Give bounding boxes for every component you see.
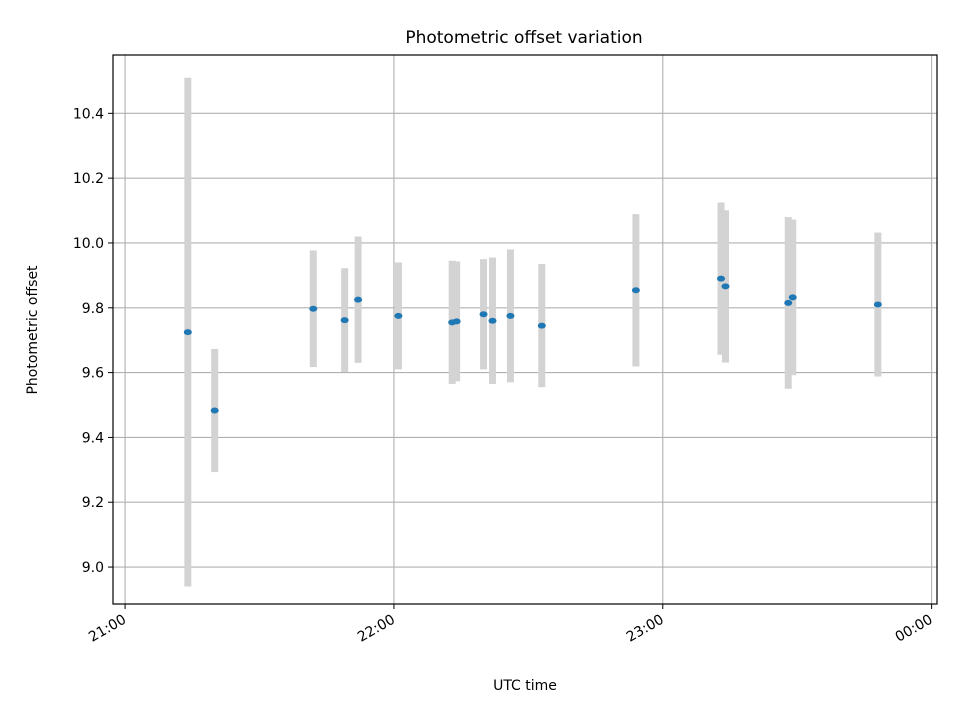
data-point: [873, 301, 882, 308]
data-point: [183, 329, 192, 336]
data-point: [721, 283, 730, 290]
data-point: [340, 317, 349, 324]
data-point: [717, 275, 726, 282]
y-tick-label: 9.2: [82, 495, 104, 511]
data-point: [354, 296, 363, 303]
data-points: [183, 275, 882, 414]
y-tick-label: 10.0: [73, 236, 104, 252]
data-point: [788, 294, 797, 301]
x-tick-label: 22:00: [355, 612, 398, 646]
x-tick-label: 21:00: [86, 612, 129, 646]
data-point: [784, 299, 793, 306]
y-axis-ticks: 9.0 9.2 9.4 9.6 9.8 10.0 10.2 10.4: [73, 106, 113, 576]
data-point: [631, 287, 640, 294]
data-point: [537, 322, 546, 329]
data-point: [506, 312, 515, 319]
data-point: [479, 311, 488, 318]
y-axis-label: Photometric offset: [25, 265, 41, 395]
data-point: [309, 305, 318, 312]
y-tick-label: 10.4: [73, 106, 104, 122]
y-tick-label: 10.2: [73, 171, 104, 187]
x-tick-label: 00:00: [893, 612, 936, 646]
y-tick-label: 9.6: [82, 366, 104, 382]
data-point: [210, 407, 219, 414]
data-point: [452, 318, 461, 325]
data-point: [488, 317, 497, 324]
data-point: [394, 312, 403, 319]
x-tick-label: 23:00: [624, 612, 667, 646]
y-tick-label: 9.4: [82, 430, 104, 446]
y-tick-label: 9.0: [82, 560, 104, 576]
errorbars: [184, 77, 882, 587]
grid: [113, 55, 937, 604]
y-tick-label: 9.8: [82, 301, 104, 317]
chart-title: Photometric offset variation: [405, 28, 642, 48]
x-axis-label: UTC time: [493, 678, 557, 694]
plot-frame: [112, 54, 938, 605]
